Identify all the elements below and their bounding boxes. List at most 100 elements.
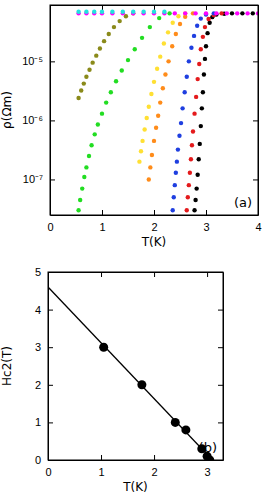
tick-label: 3: [203, 221, 209, 233]
data-point: [225, 11, 229, 15]
data-point: [147, 105, 151, 109]
tick: 1: [98, 455, 104, 478]
data-point: [94, 53, 98, 57]
x-axis-top: [51, 5, 259, 10]
tick-label: 3: [35, 341, 41, 353]
data-point: [171, 21, 175, 25]
data-point: [190, 143, 194, 147]
data-point: [84, 165, 88, 169]
tick-label: 2: [35, 379, 41, 391]
data-point: [163, 72, 167, 76]
data-point: [120, 68, 124, 72]
data-point: [76, 96, 80, 100]
data-point: [152, 139, 156, 143]
tick: [207, 272, 208, 277]
tick: 2: [151, 210, 157, 233]
data-point: [156, 114, 160, 118]
data-point: [162, 41, 166, 45]
tick: [101, 272, 102, 277]
data-point: [189, 157, 193, 161]
tick: [154, 5, 155, 10]
data-point: [183, 11, 187, 15]
data-point: [98, 46, 102, 50]
tick: [218, 347, 223, 348]
frame: [50, 5, 258, 215]
data-point: [158, 54, 162, 58]
data-point: [87, 68, 91, 72]
tick-label: 3: [205, 466, 211, 478]
tick-mark: [207, 272, 208, 277]
data-point: [79, 88, 83, 92]
data-point: [93, 132, 97, 136]
data-point: [174, 32, 178, 36]
x-axis-top: [49, 272, 224, 277]
tick: [253, 120, 258, 121]
data-point: [150, 153, 154, 157]
tick-label: 4: [255, 221, 261, 233]
data-point: [121, 10, 125, 14]
data-point: [78, 198, 82, 202]
data-point: [107, 32, 111, 36]
figure: 0123410⁻⁷10⁻⁶10⁻⁵T(K)ρ(Ωm)(a)0123012345T…: [0, 0, 263, 500]
data-point: [154, 126, 158, 130]
data-point: [195, 77, 199, 81]
tick-label: 2: [151, 221, 157, 233]
tick-mark: [50, 120, 55, 121]
data-point: [174, 171, 178, 175]
data-point: [133, 47, 137, 51]
data-point: [200, 106, 204, 110]
data-point: [187, 183, 191, 187]
tick-label: 10⁻⁷: [23, 173, 43, 185]
data-point: [84, 10, 88, 14]
data-point: [161, 86, 165, 90]
data-point: [90, 60, 94, 64]
data-point: [170, 44, 174, 48]
data-point: [199, 16, 203, 20]
data-point: [100, 10, 104, 14]
data-point: [148, 25, 152, 29]
data-point: [117, 19, 121, 23]
data-point: [131, 10, 135, 14]
tick-mark: [50, 61, 55, 62]
data-point: [99, 343, 108, 352]
data-point: [76, 10, 80, 14]
data-point: [137, 159, 141, 163]
data-point: [251, 11, 255, 15]
data-point: [175, 159, 179, 163]
data-point: [186, 195, 190, 199]
data-point: [84, 74, 88, 78]
data-point: [104, 100, 108, 104]
tick-label: 0: [45, 466, 51, 478]
data-point: [140, 36, 144, 40]
data-point: [167, 11, 171, 15]
data-point: [155, 67, 159, 71]
data-point: [166, 59, 170, 63]
data-point: [183, 11, 187, 15]
data-point: [201, 35, 205, 39]
tick-mark: [48, 385, 53, 386]
tick-mark: [218, 385, 223, 386]
data-point: [197, 62, 201, 66]
data-point: [162, 10, 166, 14]
y-axis-title: Hc2(T): [0, 346, 14, 386]
data-point: [142, 127, 146, 131]
tick-mark: [101, 455, 102, 460]
data-point: [194, 186, 198, 190]
data-point: [141, 10, 145, 14]
data-point: [173, 183, 177, 187]
data-point: [126, 58, 130, 62]
data-point: [240, 11, 244, 15]
tick: [218, 422, 223, 423]
panel-label: (a): [234, 195, 252, 210]
data-point: [180, 106, 184, 110]
data-point: [235, 11, 239, 15]
panel: 0123410⁻⁷10⁻⁶10⁻⁵T(K)ρ(Ωm)(a): [0, 5, 262, 249]
tick: 3: [203, 210, 209, 233]
tick-mark: [253, 179, 258, 180]
data-point: [80, 186, 84, 190]
data-point: [192, 34, 196, 38]
data-point: [176, 14, 180, 18]
tick-mark: [102, 5, 103, 10]
tick-mark: [154, 5, 155, 10]
tick-label: 4: [35, 304, 41, 316]
